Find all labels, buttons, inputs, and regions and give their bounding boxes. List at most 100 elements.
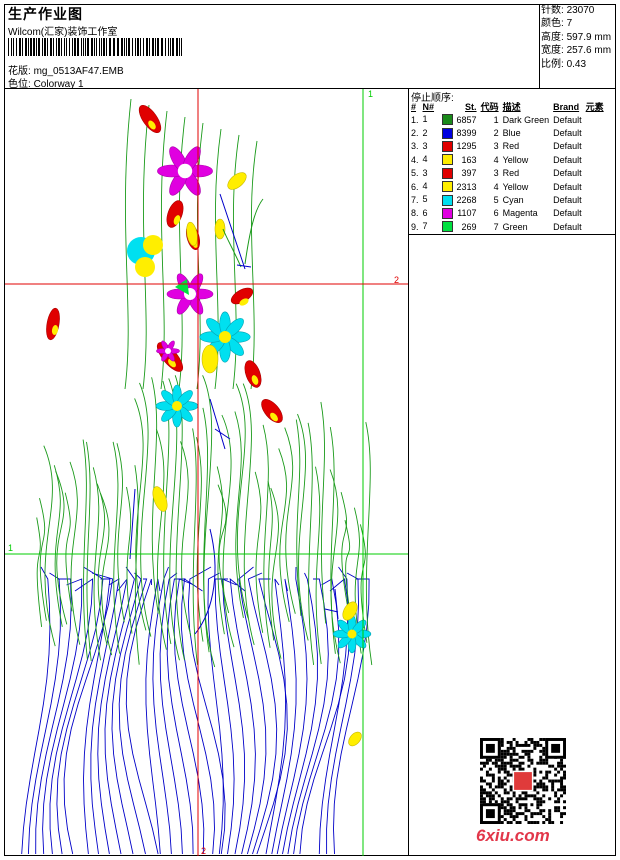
design-label: 花版: [8, 66, 31, 77]
page-frame [4, 4, 616, 856]
color-swatch [441, 127, 453, 139]
cell-brand: Default [553, 114, 582, 125]
cell-desc: Yellow [502, 181, 529, 192]
cell-brand: Default [553, 221, 582, 232]
cell-desc: Yellow [502, 154, 529, 165]
color-swatch [441, 167, 453, 179]
cell-elem [584, 153, 606, 166]
table-row: 5. 3 397 3 Red Default [409, 167, 606, 180]
cell-hash: 3. [411, 141, 419, 152]
cell-brand: Default [553, 141, 582, 152]
cell-n: 3 [421, 167, 455, 180]
panel-divider [408, 88, 409, 856]
cell-brand: Default [553, 128, 582, 139]
design-name: mg_0513AF47.EMB [33, 66, 124, 77]
cell-desc: Dark Green [502, 114, 550, 125]
cell-hash: 5. [411, 168, 419, 179]
cell-hash: 7. [411, 195, 419, 206]
cell-brand: Default [553, 181, 582, 192]
cell-hash: 8. [411, 208, 419, 219]
cell-st: 2313 [456, 181, 477, 192]
col-st: St. [465, 101, 477, 112]
cell-desc: Green [502, 221, 528, 232]
table-row: 9. 7 269 7 Green Default [409, 220, 606, 233]
cell-elem [584, 180, 606, 193]
cell-code: 3 [493, 141, 499, 152]
table-bottom-divider [408, 234, 616, 235]
page-title: 生产作业图 [8, 6, 83, 22]
cell-elem [584, 220, 606, 233]
cell-brand: Default [553, 195, 582, 206]
col-desc: 描述 [502, 102, 521, 112]
magenta-flowers [156, 146, 214, 362]
cell-hash: 6. [411, 181, 419, 192]
blue-wave-lines [21, 566, 370, 855]
color-swatch [441, 207, 453, 219]
colorway-line: 色位: Colorway 1 [8, 75, 84, 90]
table-row: 8. 6 1107 6 Magenta Default [409, 207, 606, 220]
cell-code: 1 [493, 114, 499, 125]
cell-elem [584, 167, 606, 180]
cell-hash: 4. [411, 154, 419, 165]
color-swatch [441, 221, 453, 233]
guide-lines [5, 89, 408, 856]
cell-brand: Default [553, 208, 582, 219]
color-swatch [441, 154, 453, 166]
watermark-logo: 6xiu.com [476, 826, 550, 845]
col-hash: # [411, 101, 417, 112]
cell-st: 269 [461, 221, 477, 232]
table-row: 2. 2 8399 2 Blue Default [409, 126, 606, 139]
stat-colors: 颜色: 7 [541, 18, 573, 30]
cell-n: 4 [421, 180, 455, 193]
guide-label-v2: 2 [201, 846, 206, 856]
cell-st: 2268 [456, 195, 477, 206]
stat-width: 宽度: 257.6 mm [541, 45, 612, 57]
color-swatch [441, 141, 453, 153]
col-code: 代码 [480, 102, 499, 112]
design-name-line: 花版: mg_0513AF47.EMB [8, 62, 124, 77]
color-swatch [441, 181, 453, 193]
colorway-label: 色位: [8, 79, 31, 90]
cell-n: 3 [421, 140, 455, 153]
cell-n: 1 [421, 113, 455, 126]
cell-st: 1107 [457, 208, 477, 219]
colorway-name: Colorway 1 [33, 79, 84, 90]
cell-hash: 1. [411, 114, 419, 125]
cell-code: 5 [493, 195, 499, 206]
cell-code: 4 [493, 181, 499, 192]
qr-code [480, 738, 566, 824]
stat-stitches: 针数: 23070 [541, 5, 595, 16]
stat-scale: 比例: 0.43 [541, 58, 587, 70]
stop-sequence-table: # N# St. 代码 描述 Brand 元素 1. 1 6857 1 Dark Gre… [409, 100, 606, 234]
cell-code: 3 [493, 168, 499, 179]
stats-panel: 针数: 23070 颜色: 7 高度: 597.9 mm 宽度: 257.6 m… [541, 4, 617, 71]
cell-desc: Blue [502, 128, 521, 139]
col-elem: 元素 [585, 102, 604, 112]
cell-elem [584, 207, 606, 220]
blue-tack-lines [129, 193, 339, 635]
flower-stems [222, 198, 264, 268]
cell-st: 397 [461, 168, 477, 179]
guide-label-h1: 1 [8, 543, 13, 553]
cell-hash: 9. [411, 221, 419, 232]
cell-code: 7 [493, 221, 499, 232]
col-brand: Brand [553, 101, 580, 112]
cell-elem [584, 113, 606, 126]
yellow-buds [152, 172, 362, 747]
cell-desc: Red [502, 141, 520, 152]
cell-brand: Default [553, 154, 582, 165]
cell-st: 1295 [456, 141, 477, 152]
cell-desc: Cyan [502, 195, 524, 206]
stop-sequence-title: 停止顺序: [411, 93, 454, 104]
cell-desc: Red [502, 168, 520, 179]
cell-st: 6857 [456, 114, 477, 125]
cell-n: 7 [421, 220, 455, 233]
cell-elem [584, 140, 606, 153]
cell-code: 6 [493, 208, 499, 219]
cell-n: 4 [421, 153, 455, 166]
guide-label-v1: 1 [368, 89, 373, 99]
stat-height: 高度: 597.9 mm [541, 31, 612, 43]
cell-code: 4 [493, 154, 499, 165]
color-swatch [441, 114, 453, 126]
table-row: 6. 4 2313 4 Yellow Default [409, 180, 606, 193]
